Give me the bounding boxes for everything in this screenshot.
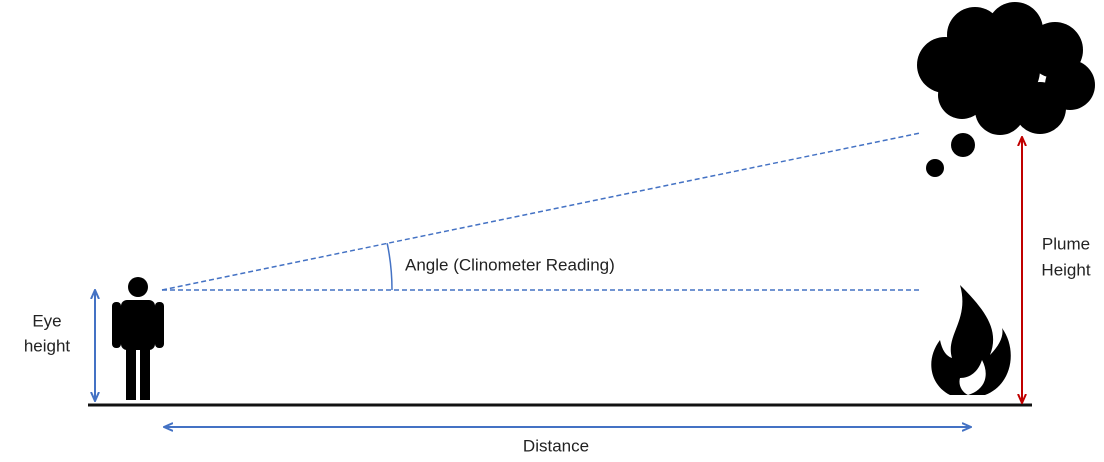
- fire-icon: [931, 285, 1010, 395]
- distance-label: Distance: [523, 436, 589, 455]
- eye-height-label: height: [24, 336, 71, 355]
- plume-height-label: Height: [1041, 260, 1090, 279]
- eye-height-label: Eye: [32, 311, 61, 330]
- plume-height-label: Plume: [1042, 234, 1090, 253]
- person-icon: [112, 277, 164, 400]
- diagram: Eye height Angle (Clinometer Reading) Pl…: [0, 0, 1104, 462]
- cloud-icon: [917, 2, 1095, 177]
- angle-label: Angle (Clinometer Reading): [405, 255, 615, 274]
- angle-arc: [387, 243, 392, 290]
